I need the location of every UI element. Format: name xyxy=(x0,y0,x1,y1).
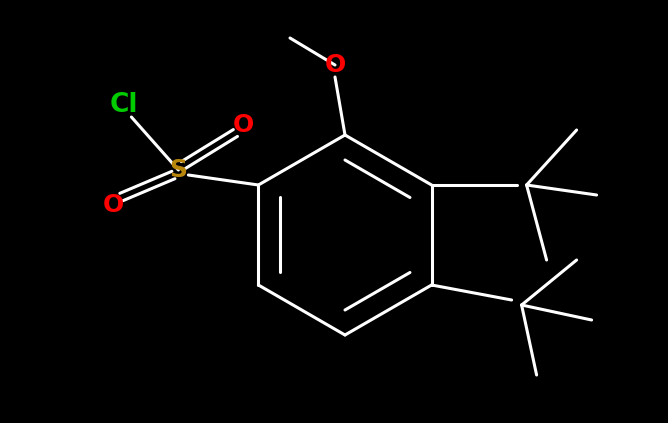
Text: S: S xyxy=(170,158,188,182)
Text: Cl: Cl xyxy=(109,92,138,118)
Text: O: O xyxy=(232,113,254,137)
Text: O: O xyxy=(325,53,345,77)
Text: O: O xyxy=(103,193,124,217)
